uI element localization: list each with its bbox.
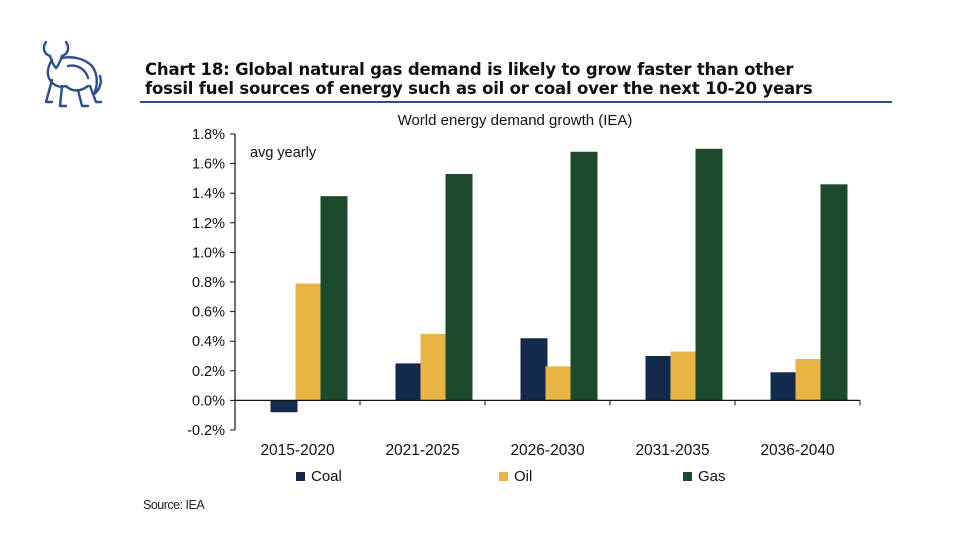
heading-divider [140, 101, 892, 103]
legend-item-coal: Coal [296, 468, 342, 485]
legend-swatch-coal [296, 472, 305, 481]
bar-coal-2021-2025 [395, 363, 423, 401]
legend-label-coal: Coal [311, 468, 342, 485]
y-tick-label: 0.0% [192, 393, 225, 409]
y-tick-label: 1.0% [192, 245, 225, 261]
bar-oil-2015-2020 [295, 283, 323, 401]
legend-item-gas: Gas [683, 468, 726, 485]
bar-gas-2021-2025 [445, 173, 473, 401]
legend-item-oil: Oil [499, 468, 532, 485]
source-note: Source: IEA [143, 498, 205, 512]
y-tick-label: 1.4% [192, 186, 225, 202]
y-tick-label: 0.4% [192, 334, 225, 350]
y-tick-label: -0.2% [187, 423, 225, 439]
y-tick-label: 1.6% [192, 157, 225, 173]
chart-heading-line-1: Chart 18: Global natural gas demand is l… [145, 60, 794, 79]
bar-oil-2026-2030 [545, 366, 573, 401]
bull-logo-icon [42, 40, 103, 108]
bar-coal-2031-2035 [645, 356, 673, 401]
x-tick-label: 2021-2025 [385, 442, 459, 459]
legend-label-oil: Oil [514, 468, 533, 485]
bar-gas-2026-2030 [570, 151, 598, 401]
bar-gas-2031-2035 [695, 148, 723, 401]
bar-oil-2031-2035 [670, 351, 698, 401]
y-tick-label: 0.2% [192, 364, 225, 380]
x-tick-label: 2015-2020 [260, 442, 335, 459]
bar-coal-2036-2040 [770, 372, 798, 401]
chart-legend: Coal Oil Gas [0, 468, 960, 490]
bar-gas-2015-2020 [320, 196, 348, 401]
y-tick-label: 0.8% [192, 275, 225, 291]
x-tick-label: 2036-2040 [760, 442, 835, 459]
y-tick-label: 1.8% [192, 127, 225, 143]
chart-heading-line-2: fossil fuel sources of energy such as oi… [145, 79, 813, 98]
bar-gas-2036-2040 [820, 184, 848, 401]
chart-annotation: avg yearly [250, 145, 317, 161]
legend-label-gas: Gas [698, 468, 726, 485]
x-tick-label: 2026-2030 [510, 442, 585, 459]
bar-oil-2021-2025 [420, 333, 448, 401]
y-tick-label: 0.6% [192, 305, 225, 321]
chart-heading: Chart 18: Global natural gas demand is l… [145, 60, 895, 98]
legend-swatch-gas [683, 472, 692, 481]
chart-title: World energy demand growth (IEA) [398, 112, 633, 129]
x-tick-label: 2031-2035 [635, 442, 709, 459]
y-tick-label: 1.2% [192, 216, 225, 232]
bar-coal-2026-2030 [520, 338, 548, 401]
bar-oil-2036-2040 [795, 358, 823, 401]
bar-coal-2015-2020 [270, 400, 298, 413]
legend-swatch-oil [499, 472, 508, 481]
